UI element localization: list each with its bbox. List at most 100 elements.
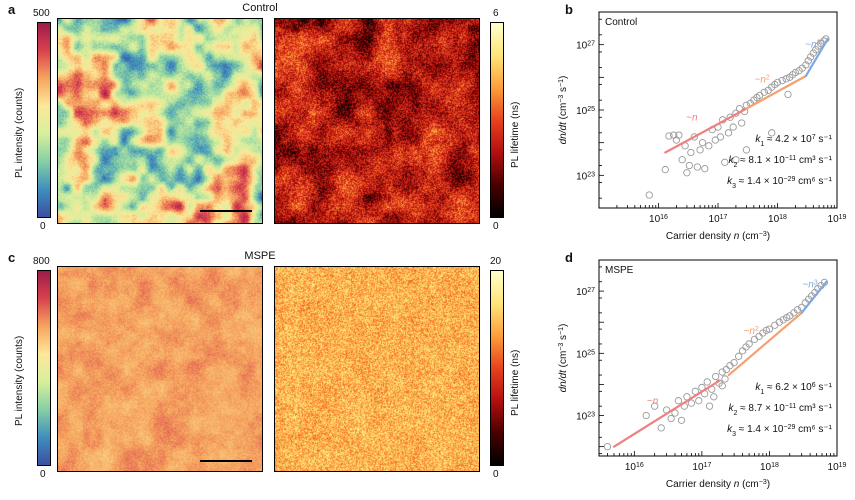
colorbar-axis-label: PL lifetime (ns) xyxy=(510,101,521,168)
colorbar-bottom-label: 0 xyxy=(493,221,499,232)
data-point xyxy=(784,90,792,99)
panel-letter-a: a xyxy=(8,2,16,17)
colorbar-intensity-mspe xyxy=(37,270,51,466)
y-tick-label: 1027 xyxy=(576,40,595,52)
x-tick-label: 1016 xyxy=(625,462,644,474)
colorbar-lifetime-control xyxy=(490,22,504,218)
y-tick-label: 1025 xyxy=(576,349,595,361)
x-axis-label: Carrier density n (cm−3) xyxy=(666,231,770,243)
rate-constant: k2 ≈ 8.7 × 10−11 cm³ s⁻¹ xyxy=(728,403,832,417)
pl-lifetime-map-control xyxy=(274,18,480,224)
fit-line xyxy=(800,280,828,314)
data-point xyxy=(765,325,774,333)
colorbar-top-label: 20 xyxy=(490,256,502,267)
data-point xyxy=(716,133,725,141)
colorbar-axis-label: PL lifetime (ns) xyxy=(510,349,521,416)
colorbar-bottom-label: 0 xyxy=(40,469,46,480)
fit-line xyxy=(727,311,803,377)
y-tick-label: 1025 xyxy=(576,106,595,118)
data-point xyxy=(642,411,650,420)
fit-label: ~n xyxy=(647,396,659,407)
rate-constant: k3 ≈ 1.4 × 10−29 cm⁶ s⁻¹ xyxy=(727,424,833,438)
pl-lifetime-map-mspe xyxy=(274,266,480,472)
data-point xyxy=(793,306,802,314)
x-tick-label: 1019 xyxy=(828,462,847,474)
x-tick-label: 1017 xyxy=(692,462,711,474)
x-tick-label: 1018 xyxy=(768,214,787,226)
data-point xyxy=(802,61,810,69)
data-point xyxy=(645,191,653,199)
data-point xyxy=(738,119,746,127)
data-point xyxy=(718,382,726,390)
colorbar-top-label: 6 xyxy=(493,8,499,19)
data-point xyxy=(771,321,779,329)
data-point xyxy=(812,46,820,54)
data-point xyxy=(678,156,686,164)
data-point xyxy=(726,113,734,121)
panel-letter-c: c xyxy=(8,250,16,265)
chart-b-control: 1016 1017 1018 1019 1023 1025 1027 Carrier dens… xyxy=(558,11,847,243)
data-point xyxy=(677,416,686,424)
x-tick-label: 1016 xyxy=(649,214,668,226)
fit-line xyxy=(804,37,829,78)
data-point xyxy=(674,397,683,405)
data-point xyxy=(745,340,753,348)
data-point xyxy=(695,397,703,405)
data-point xyxy=(722,365,730,374)
row-title-control: Control xyxy=(242,2,278,14)
data-point xyxy=(782,75,790,83)
data-point xyxy=(685,161,694,170)
data-point xyxy=(729,123,737,131)
data-point xyxy=(705,142,713,150)
data-point xyxy=(791,68,800,77)
rate-constant: k1 ≈ 4.2 × 107 s⁻¹ xyxy=(755,134,832,148)
fit-line xyxy=(745,74,807,110)
data-point xyxy=(687,148,695,157)
y-tick-label: 1023 xyxy=(576,171,595,183)
pl-intensity-map-control xyxy=(57,18,263,224)
fit-line xyxy=(664,107,748,154)
data-point xyxy=(778,76,786,85)
x-tick-label: 1019 xyxy=(828,214,847,226)
data-point xyxy=(703,378,711,386)
colorbar-intensity-control xyxy=(37,22,51,218)
scale-bar xyxy=(200,210,252,212)
data-point xyxy=(762,326,771,334)
data-point xyxy=(693,163,702,171)
data-point xyxy=(683,169,691,177)
y-tick-label: 1027 xyxy=(576,287,595,299)
y-axis-label: dn/dt (cm−3 s−1) xyxy=(558,76,570,145)
colorbar-top-label: 500 xyxy=(33,8,50,19)
data-point xyxy=(710,393,718,401)
data-point xyxy=(721,158,729,166)
data-point xyxy=(657,424,665,432)
panel-letter-b: b xyxy=(565,2,573,17)
y-axis-label: dn/dt (cm−3 s−1) xyxy=(558,324,570,393)
colorbar-axis-label: PL intensity (counts) xyxy=(14,87,25,178)
colorbar-bottom-label: 0 xyxy=(493,469,499,480)
data-point xyxy=(651,402,659,410)
chart-d-mspe: 1016 1017 1018 1019 1023 1025 1027 Carrier dens… xyxy=(558,259,847,491)
data-point xyxy=(721,375,729,383)
data-point xyxy=(705,402,714,410)
data-point xyxy=(755,332,763,341)
colorbar-axis-label: PL intensity (counts) xyxy=(14,335,25,426)
fit-label: ~n3 xyxy=(802,279,817,291)
data-point xyxy=(750,335,759,344)
colorbar-top-label: 800 xyxy=(33,256,50,267)
data-point xyxy=(696,146,704,154)
colorbar-lifetime-mspe xyxy=(490,270,504,466)
fit-label: ~n3 xyxy=(805,39,820,51)
x-tick-label: 1017 xyxy=(709,214,728,226)
row-title-mspe: MSPE xyxy=(244,250,276,262)
x-tick-label: 1018 xyxy=(760,462,779,474)
data-point xyxy=(672,136,681,144)
data-point xyxy=(711,136,719,144)
data-point xyxy=(712,372,720,381)
fit-line xyxy=(612,379,721,448)
rate-constant: k2 ≈ 8.1 × 10−11 cm³ s⁻¹ xyxy=(728,155,832,169)
data-point xyxy=(734,352,743,360)
x-axis-label: Carrier density n (cm−3) xyxy=(666,479,770,491)
rate-constant: k1 ≈ 6.2 × 106 s⁻¹ xyxy=(755,382,832,396)
data-point xyxy=(667,414,675,423)
